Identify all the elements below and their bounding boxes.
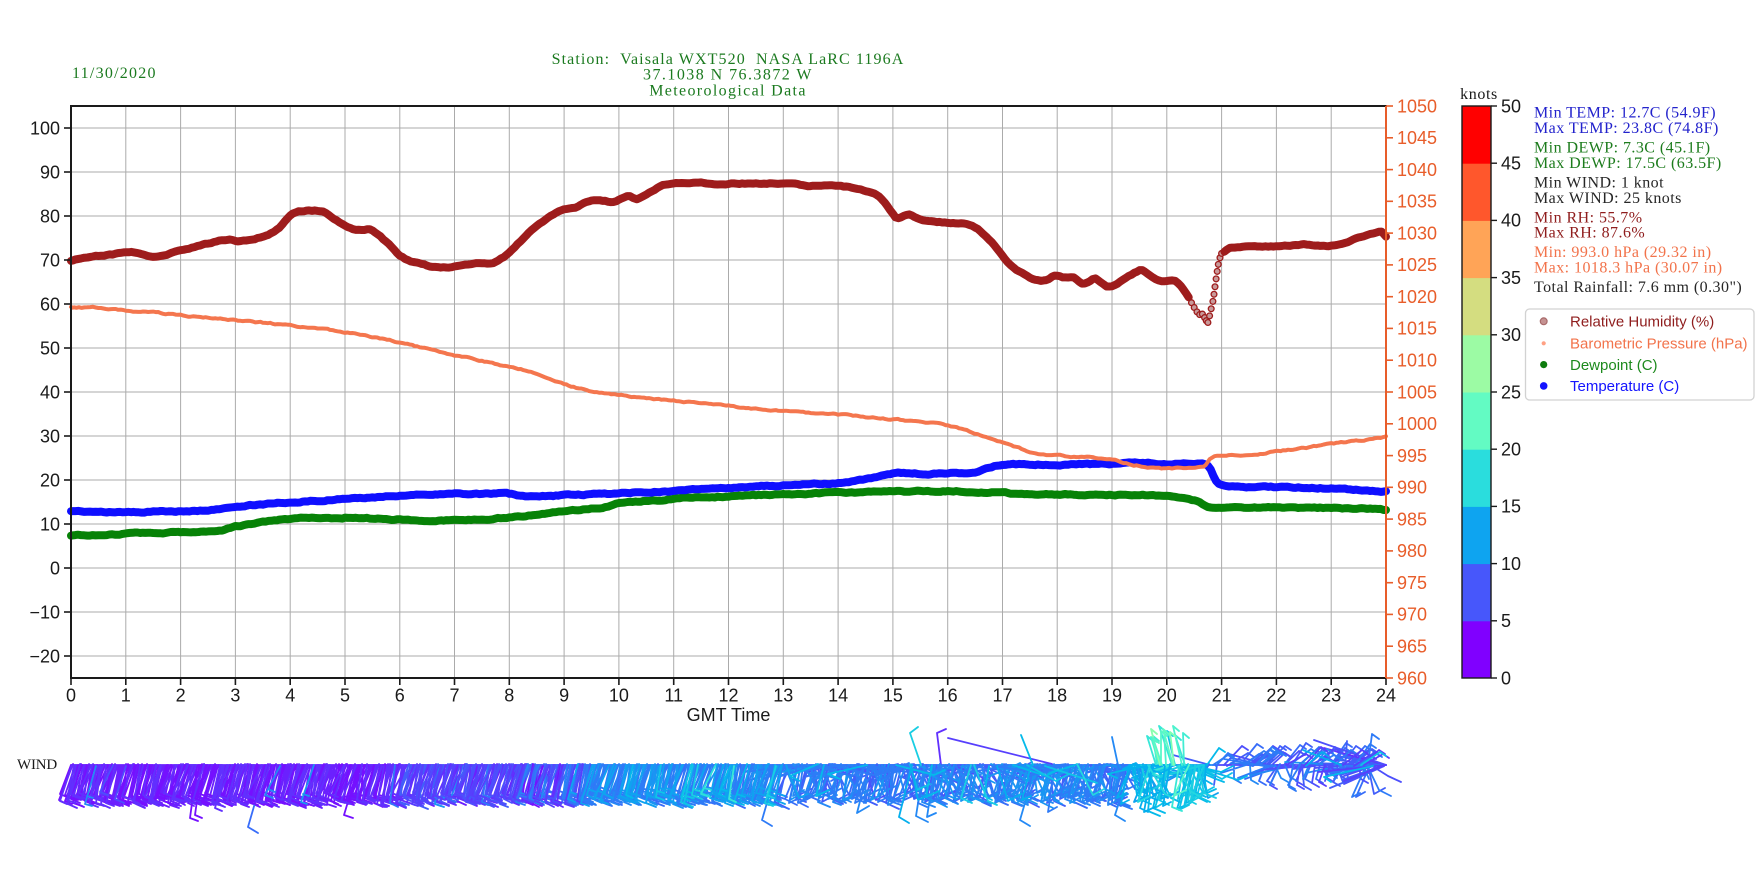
svg-text:3: 3 — [230, 686, 240, 706]
svg-text:20: 20 — [1157, 686, 1177, 706]
svg-text:10: 10 — [609, 686, 629, 706]
svg-text:−20: −20 — [29, 646, 60, 666]
svg-text:35: 35 — [1501, 268, 1521, 288]
svg-text:20: 20 — [40, 470, 60, 490]
svg-text:1050: 1050 — [1397, 96, 1437, 116]
svg-text:21: 21 — [1212, 686, 1232, 706]
svg-text:24: 24 — [1376, 686, 1396, 706]
svg-text:20: 20 — [1501, 440, 1521, 460]
svg-text:1020: 1020 — [1397, 287, 1437, 307]
svg-text:5: 5 — [1501, 611, 1511, 631]
svg-text:15: 15 — [1501, 497, 1521, 517]
svg-text:17: 17 — [992, 686, 1012, 706]
svg-text:Dewpoint (C): Dewpoint (C) — [1570, 357, 1658, 374]
svg-text:0: 0 — [1501, 668, 1511, 688]
svg-text:13: 13 — [773, 686, 793, 706]
svg-text:15: 15 — [883, 686, 903, 706]
svg-text:Max: 1018.3 hPa (30.07 in): Max: 1018.3 hPa (30.07 in) — [1534, 260, 1723, 277]
svg-text:1: 1 — [121, 686, 131, 706]
svg-text:990: 990 — [1397, 478, 1427, 498]
svg-text:knots: knots — [1460, 86, 1498, 103]
svg-text:6: 6 — [395, 686, 405, 706]
svg-text:985: 985 — [1397, 509, 1427, 529]
svg-text:Barometric Pressure (hPa): Barometric Pressure (hPa) — [1570, 336, 1748, 353]
svg-text:965: 965 — [1397, 637, 1427, 657]
svg-text:1005: 1005 — [1397, 382, 1437, 402]
svg-text:30: 30 — [1501, 325, 1521, 345]
svg-text:1045: 1045 — [1397, 128, 1437, 148]
svg-text:22: 22 — [1266, 686, 1286, 706]
svg-text:1010: 1010 — [1397, 351, 1437, 371]
svg-text:0: 0 — [66, 686, 76, 706]
svg-text:37.1038 N 76.3872 W: 37.1038 N 76.3872 W — [643, 67, 813, 84]
svg-text:40: 40 — [40, 382, 60, 402]
svg-text:1015: 1015 — [1397, 319, 1437, 339]
svg-text:23: 23 — [1321, 686, 1341, 706]
svg-text:Temperature (C): Temperature (C) — [1570, 378, 1679, 395]
svg-text:60: 60 — [40, 294, 60, 314]
svg-text:980: 980 — [1397, 541, 1427, 561]
svg-text:1000: 1000 — [1397, 414, 1437, 434]
svg-text:WIND: WIND — [17, 757, 57, 773]
svg-text:9: 9 — [559, 686, 569, 706]
svg-text:GMT Time: GMT Time — [687, 705, 771, 725]
svg-text:11/30/2020: 11/30/2020 — [72, 65, 157, 82]
svg-text:Max RH: 87.6%: Max RH: 87.6% — [1534, 225, 1645, 242]
svg-text:16: 16 — [938, 686, 958, 706]
svg-text:1040: 1040 — [1397, 160, 1437, 180]
svg-text:Max WIND: 25 knots: Max WIND: 25 knots — [1534, 190, 1682, 207]
svg-text:2: 2 — [176, 686, 186, 706]
svg-text:Max TEMP: 23.8C (74.8F): Max TEMP: 23.8C (74.8F) — [1534, 120, 1719, 137]
svg-text:100: 100 — [30, 118, 60, 138]
svg-text:0: 0 — [50, 558, 60, 578]
svg-text:Total Rainfall: 7.6 mm (0.30"): Total Rainfall: 7.6 mm (0.30") — [1534, 279, 1742, 296]
svg-text:5: 5 — [340, 686, 350, 706]
svg-text:Min WIND: 1 knot: Min WIND: 1 knot — [1534, 174, 1664, 191]
svg-text:70: 70 — [40, 250, 60, 270]
svg-text:1035: 1035 — [1397, 192, 1437, 212]
svg-text:4: 4 — [285, 686, 295, 706]
svg-text:Meteorological Data: Meteorological Data — [649, 83, 807, 100]
svg-text:Min TEMP: 12.7C (54.9F): Min TEMP: 12.7C (54.9F) — [1534, 105, 1716, 122]
svg-text:995: 995 — [1397, 446, 1427, 466]
svg-text:12: 12 — [718, 686, 738, 706]
svg-text:1025: 1025 — [1397, 255, 1437, 275]
svg-text:Min: 993.0 hPa (29.32 in): Min: 993.0 hPa (29.32 in) — [1534, 244, 1711, 261]
svg-text:40: 40 — [1501, 211, 1521, 231]
svg-text:11: 11 — [664, 686, 683, 706]
svg-text:960: 960 — [1397, 668, 1427, 688]
svg-text:50: 50 — [40, 338, 60, 358]
svg-text:Min RH: 55.7%: Min RH: 55.7% — [1534, 209, 1643, 226]
svg-text:18: 18 — [1047, 686, 1067, 706]
svg-text:1030: 1030 — [1397, 223, 1437, 243]
svg-text:19: 19 — [1102, 686, 1122, 706]
svg-text:25: 25 — [1501, 382, 1521, 402]
svg-text:−10: −10 — [29, 602, 60, 622]
svg-text:10: 10 — [1501, 554, 1521, 574]
svg-text:50: 50 — [1501, 96, 1521, 116]
svg-text:8: 8 — [504, 686, 514, 706]
svg-text:7: 7 — [449, 686, 459, 706]
svg-text:30: 30 — [40, 426, 60, 446]
svg-text:Relative Humidity (%): Relative Humidity (%) — [1570, 314, 1714, 331]
svg-text:Station: Vaisala WXT520 NASA: Station: Vaisala WXT520 NASA LaRC 1196A — [552, 51, 905, 68]
svg-text:Min DEWP: 7.3C (45.1F): Min DEWP: 7.3C (45.1F) — [1534, 140, 1711, 157]
svg-text:14: 14 — [828, 686, 848, 706]
svg-text:90: 90 — [40, 162, 60, 182]
svg-text:Max DEWP: 17.5C (63.5F): Max DEWP: 17.5C (63.5F) — [1534, 155, 1722, 172]
svg-text:45: 45 — [1501, 154, 1521, 174]
svg-text:80: 80 — [40, 206, 60, 226]
svg-text:970: 970 — [1397, 605, 1427, 625]
svg-text:10: 10 — [40, 514, 60, 534]
svg-text:975: 975 — [1397, 573, 1427, 593]
